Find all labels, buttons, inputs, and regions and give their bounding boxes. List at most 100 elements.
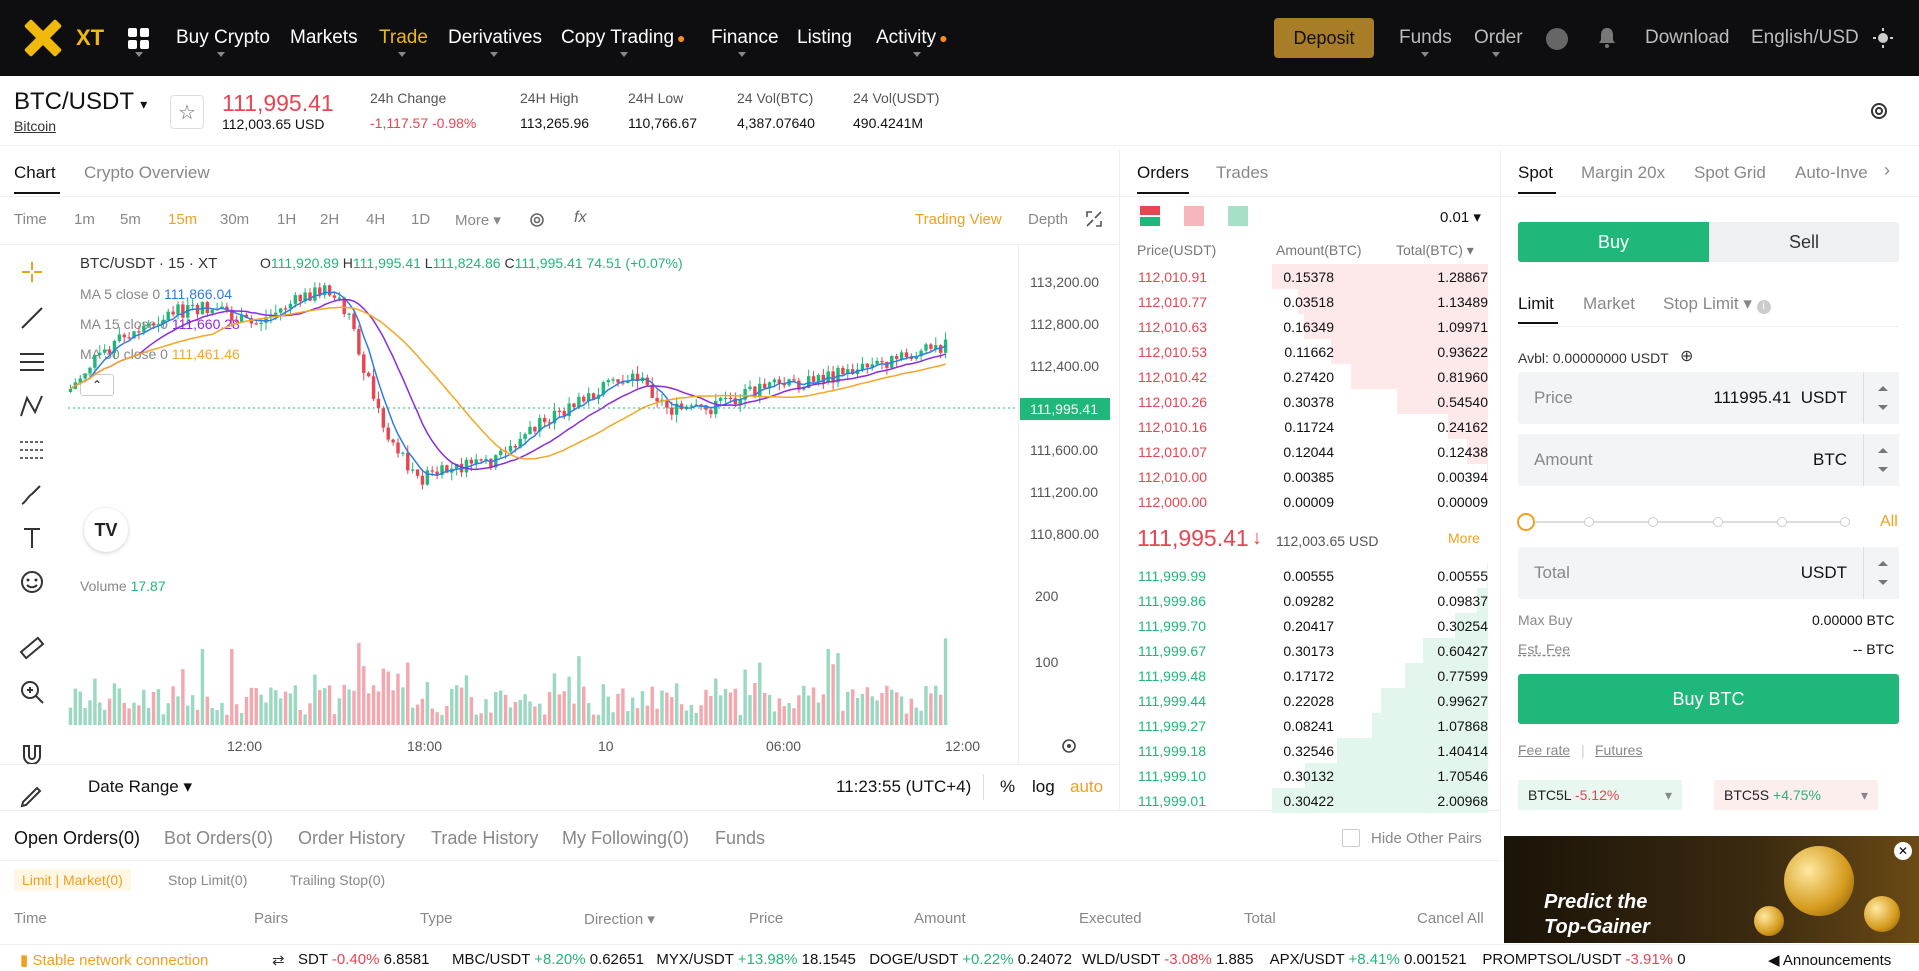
text-tool-icon[interactable] [18,524,46,552]
tf-15m[interactable]: 15m [168,211,198,228]
tab-open-orders[interactable]: Open Orders(0) [14,828,141,848]
tab-order-history[interactable]: Order History [298,828,406,848]
subtab-limit-market[interactable]: Limit | Market(0) [14,869,131,891]
nav-download[interactable]: Download [1645,27,1730,48]
tf-30m[interactable]: 30m [220,211,250,228]
ticker-item[interactable]: PROMPTSOL/USDT -3.91% 0 [1482,951,1685,968]
cancel-all-button[interactable]: Cancel All [1417,910,1484,927]
bid-row[interactable]: 111,999.44 0.22028 0.99627 [1128,688,1488,713]
bid-row[interactable]: 111,999.67 0.30173 0.60427 [1128,638,1488,663]
tab-my-following[interactable]: My Following(0) [562,828,690,848]
amount-slider-handle[interactable] [1517,513,1535,531]
total-stepper[interactable] [1863,547,1899,599]
bell-icon[interactable] [1597,27,1617,49]
amount-input[interactable]: Amount BTC [1518,434,1863,486]
apps-grid-icon[interactable] [128,28,149,49]
log-scale-toggle[interactable]: log [1032,777,1055,796]
tf-1d[interactable]: 1D [411,211,431,228]
announcements-link[interactable]: ◀ Announcements [1762,951,1892,969]
ask-row[interactable]: 112,010.91 0.15378 1.28867 [1128,264,1488,289]
trading-view-link[interactable]: Trading View [915,211,1002,228]
nav-finance[interactable]: Finance [711,27,779,48]
bid-row[interactable]: 111,999.86 0.09282 0.09837 [1128,588,1488,613]
bid-row[interactable]: 111,999.27 0.08241 1.07868 [1128,713,1488,738]
bid-row[interactable]: 111,999.01 0.30422 2.00968 [1128,788,1488,813]
buy-btc-button[interactable]: Buy BTC [1518,674,1899,724]
book-bids-icon[interactable] [1228,206,1248,226]
ticker-item[interactable]: MBC/USDT +8.20% 0.62651 [452,951,644,968]
ask-row[interactable]: 112,010.26 0.30378 0.54540 [1128,389,1488,414]
slider-stop-40[interactable] [1648,517,1658,527]
slider-stop-55[interactable] [1713,517,1723,527]
tab-spot[interactable]: Spot [1518,163,1553,182]
bid-row[interactable]: 111,999.10 0.30132 1.70546 [1128,763,1488,788]
xt-logo[interactable]: XT [22,18,104,58]
language-currency-selector[interactable]: English/USD [1751,27,1859,48]
slider-stop-25[interactable] [1584,517,1594,527]
fee-rate-link[interactable]: Fee rate [1518,742,1571,758]
tradingview-logo[interactable]: TV [84,508,128,552]
more-link[interactable]: More [1448,530,1480,546]
tf-1h[interactable]: 1H [277,211,297,228]
tab-bot-orders[interactable]: Bot Orders(0) [164,828,274,848]
chart-clock[interactable]: 11:23:55 (UTC+4) [836,777,972,796]
candlestick-chart[interactable] [68,270,1018,730]
buy-tab-button[interactable]: Buy [1518,222,1709,262]
close-icon[interactable]: ✕ [1894,842,1912,860]
bid-row[interactable]: 111,999.48 0.17172 0.77599 [1128,663,1488,688]
sun-theme-icon[interactable] [1873,28,1893,48]
all-button[interactable]: All [1880,513,1898,530]
nav-activity[interactable]: Activity ● [876,27,948,49]
ask-row[interactable]: 112,010.63 0.16349 1.09971 [1128,314,1488,339]
order-type-limit[interactable]: Limit [1518,294,1554,313]
chevron-right-icon[interactable]: › [1884,160,1890,180]
nav-trade[interactable]: Trade [379,27,428,48]
deposit-button[interactable]: Deposit [1274,18,1374,58]
ticker-item[interactable]: SDT -0.40% 6.8581 [298,951,430,968]
function-fx-icon[interactable]: fx [574,209,587,226]
settings-gear-icon[interactable] [1868,100,1890,122]
futures-link[interactable]: Futures [1595,742,1643,758]
ask-row[interactable]: 112,000.00 0.00009 0.00009 [1128,489,1488,514]
user-avatar-icon[interactable] [1546,28,1568,50]
slider-stop-100[interactable] [1840,517,1850,527]
bid-row[interactable]: 111,999.18 0.32546 1.40414 [1128,738,1488,763]
ask-row[interactable]: 112,010.77 0.03518 1.13489 [1128,289,1488,314]
price-input[interactable]: Price 111995.41 USDT [1518,372,1863,424]
col-direction[interactable]: Direction ▾ [584,911,655,928]
pattern-icon[interactable] [18,392,46,420]
tab-auto-invest[interactable]: Auto-Inve [1795,163,1868,182]
fib-icon[interactable] [18,436,46,464]
emoji-icon[interactable] [18,568,46,596]
ask-row[interactable]: 112,010.53 0.11662 0.93622 [1128,339,1488,364]
ticker-item[interactable]: APX/USDT +8.41% 0.001521 [1270,951,1467,968]
sell-tab-button[interactable]: Sell [1709,222,1899,262]
tf-5m[interactable]: 5m [120,211,141,228]
tab-spot-grid[interactable]: Spot Grid [1694,163,1766,182]
ticker-item[interactable]: WLD/USDT -3.08% 1.885 [1082,951,1253,968]
ask-row[interactable]: 112,010.16 0.11724 0.24162 [1128,414,1488,439]
ask-row[interactable]: 112,010.07 0.12044 0.12438 [1128,439,1488,464]
nav-copy-trading[interactable]: Copy Trading ● [561,27,685,49]
brush-icon[interactable] [18,480,46,508]
subtab-stop-limit[interactable]: Stop Limit(0) [168,872,248,888]
fullscreen-icon[interactable] [1085,210,1103,228]
bid-row[interactable]: 111,999.70 0.20417 0.30254 [1128,613,1488,638]
add-funds-icon[interactable]: ⊕ [1680,348,1694,365]
zoom-in-icon[interactable] [18,678,46,706]
book-asks-icon[interactable] [1184,206,1204,226]
subtab-trailing-stop[interactable]: Trailing Stop(0) [290,872,386,888]
tab-orders[interactable]: Orders [1137,163,1189,182]
depth-link[interactable]: Depth [1028,211,1069,228]
tab-margin[interactable]: Margin 20x [1581,163,1666,182]
magnet-icon[interactable] [18,740,46,768]
coin-name-link[interactable]: Bitcoin [14,118,57,134]
col-total[interactable]: Total(BTC) ▾ [1396,242,1474,258]
tf-1m[interactable]: 1m [74,211,95,228]
leveraged-token-btc5l[interactable]: BTC5L -5.12% ▾ [1518,780,1682,810]
bid-row[interactable]: 111,999.99 0.00555 0.00555 [1128,563,1488,588]
price-stepper[interactable] [1863,372,1899,424]
tab-trade-history[interactable]: Trade History [431,828,539,848]
total-input[interactable]: Total USDT [1518,547,1863,599]
auto-scale-toggle[interactable]: auto [1070,777,1104,796]
